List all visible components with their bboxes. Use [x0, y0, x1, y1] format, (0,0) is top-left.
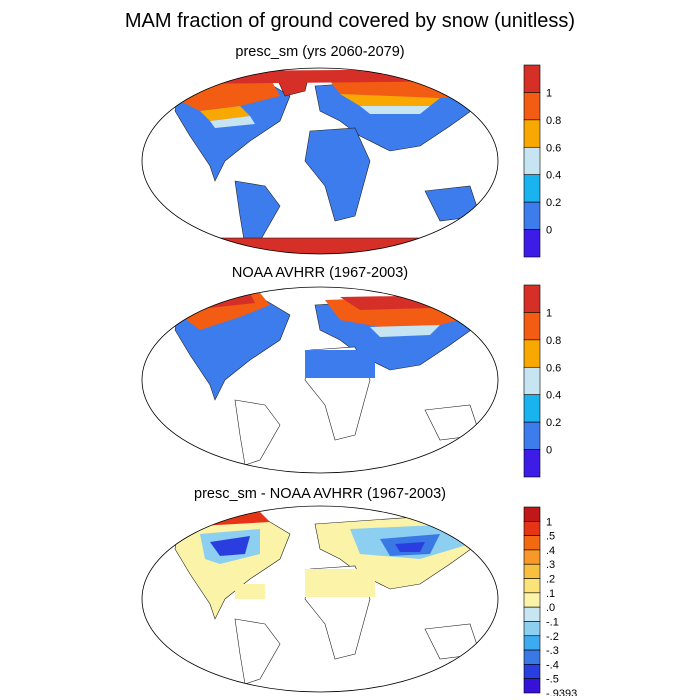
- panel-1-colorbar: 1 0.8 0.6 0.4 0.2 0: [523, 64, 561, 258]
- colorbar-tick-label: .2: [546, 574, 555, 586]
- colorbar-swatch: [523, 394, 541, 423]
- panel-2-colorbar: 1 0.8 0.6 0.4 0.2 0: [523, 284, 561, 478]
- colorbar-tick-label: -.4: [546, 659, 559, 671]
- colorbar-swatch: [523, 606, 541, 622]
- colorbar-swatch: [523, 649, 541, 665]
- diff-north-america-deep: [210, 536, 250, 556]
- diff-eurasia-core: [395, 542, 425, 552]
- south-america-outline: [234, 618, 281, 685]
- colorbar-swatch: [523, 312, 541, 341]
- diff-eurasia-red: [440, 516, 480, 528]
- colorbar-swatch: [523, 563, 541, 579]
- colorbar-tick-label: -.3: [546, 645, 559, 657]
- australia-land: [424, 185, 481, 222]
- panel-2-map: [141, 286, 499, 474]
- colorbar-swatch: [523, 535, 541, 551]
- colorbar-swatch: [523, 421, 541, 450]
- map-border: [141, 505, 499, 693]
- africa-north-band: [305, 350, 375, 378]
- colorbar-swatch: [523, 678, 541, 694]
- colorbar-swatch: [523, 64, 541, 93]
- snow-eurasia-edge: [340, 94, 440, 106]
- snow-eurasia-light: [370, 325, 440, 337]
- colorbar-tick-label: .0: [546, 602, 555, 614]
- colorbar-tick-label: -.9393: [546, 688, 577, 696]
- south-america-north-band: [235, 584, 265, 599]
- panel-1-map: [141, 67, 499, 255]
- colorbar-tick-label: 1: [546, 87, 552, 99]
- colorbar-tick-label: 0.2: [546, 197, 561, 209]
- colorbar-swatch: [523, 284, 541, 313]
- colorbar-swatch: [523, 119, 541, 148]
- colorbar-swatch: [523, 366, 541, 396]
- map-border: [141, 286, 499, 474]
- colorbar-tick-label: 0.4: [546, 170, 561, 182]
- africa-north-band: [305, 569, 375, 597]
- colorbar-tick-label: .3: [546, 559, 555, 571]
- figure-title: MAM fraction of ground covered by snow (…: [124, 10, 576, 32]
- map-border: [141, 67, 499, 255]
- colorbar-swatch: [523, 621, 541, 637]
- panel-1-title: presc_sm (yrs 2060-2079): [235, 44, 405, 60]
- panel-3-title: presc_sm - NOAA AVHRR (1967-2003): [194, 486, 446, 502]
- colorbar-tick-label: 0.8: [546, 115, 561, 127]
- africa-land: [304, 127, 371, 222]
- colorbar-tick-label: 1: [546, 516, 552, 528]
- south-america-outline: [234, 399, 281, 466]
- colorbar-tick-label: -.5: [546, 674, 559, 686]
- australia-outline: [424, 623, 481, 660]
- colorbar-tick-label: 0: [546, 445, 552, 457]
- colorbar-swatch: [523, 664, 541, 679]
- colorbar-tick-label: .4: [546, 545, 555, 557]
- colorbar-swatch: [523, 578, 541, 594]
- panel-3-map: [141, 505, 499, 693]
- australia-outline: [424, 404, 481, 441]
- colorbar-swatch: [523, 339, 541, 368]
- colorbar-swatch: [523, 201, 541, 230]
- south-america-land: [234, 180, 281, 247]
- colorbar-tick-label: 1: [546, 307, 552, 319]
- snow-north-america-light: [210, 116, 255, 128]
- colorbar-tick-label: 0.6: [546, 142, 561, 154]
- colorbar-tick-label: -.2: [546, 631, 559, 643]
- colorbar-tick-label: 0.8: [546, 335, 561, 347]
- colorbar-tick-label: 0.2: [546, 417, 561, 429]
- colorbar-tick-label: -.1: [546, 616, 559, 628]
- colorbar-swatch: [523, 592, 541, 608]
- colorbar-tick-label: .5: [546, 531, 555, 543]
- snow-eurasia-light: [360, 106, 430, 114]
- snow-eurasia-red: [340, 295, 470, 310]
- colorbar-swatch: [523, 229, 541, 258]
- panel-2-title: NOAA AVHRR (1967-2003): [231, 265, 409, 281]
- colorbar-swatch: [523, 146, 541, 176]
- antarctica-land: [199, 237, 441, 254]
- colorbar-tick-label: 0.6: [546, 362, 561, 374]
- colorbar-swatch: [523, 449, 541, 478]
- panel-3-colorbar: 1 .5 .4 .3 .2 .1 .0 -.1 -.2 -.3 -.4 -.5 -.9393: [523, 506, 577, 696]
- colorbar-swatch: [523, 92, 541, 121]
- colorbar-swatch: [523, 549, 541, 565]
- colorbar-swatch: [523, 635, 541, 651]
- colorbar-swatch: [523, 174, 541, 203]
- colorbar-tick-label: 0.4: [546, 390, 561, 402]
- colorbar-tick-label: 0: [546, 225, 552, 237]
- colorbar-tick-label: .1: [546, 588, 555, 600]
- colorbar-swatch: [523, 521, 541, 536]
- colorbar-swatch: [523, 506, 541, 522]
- snow-north-america-edge: [200, 106, 250, 121]
